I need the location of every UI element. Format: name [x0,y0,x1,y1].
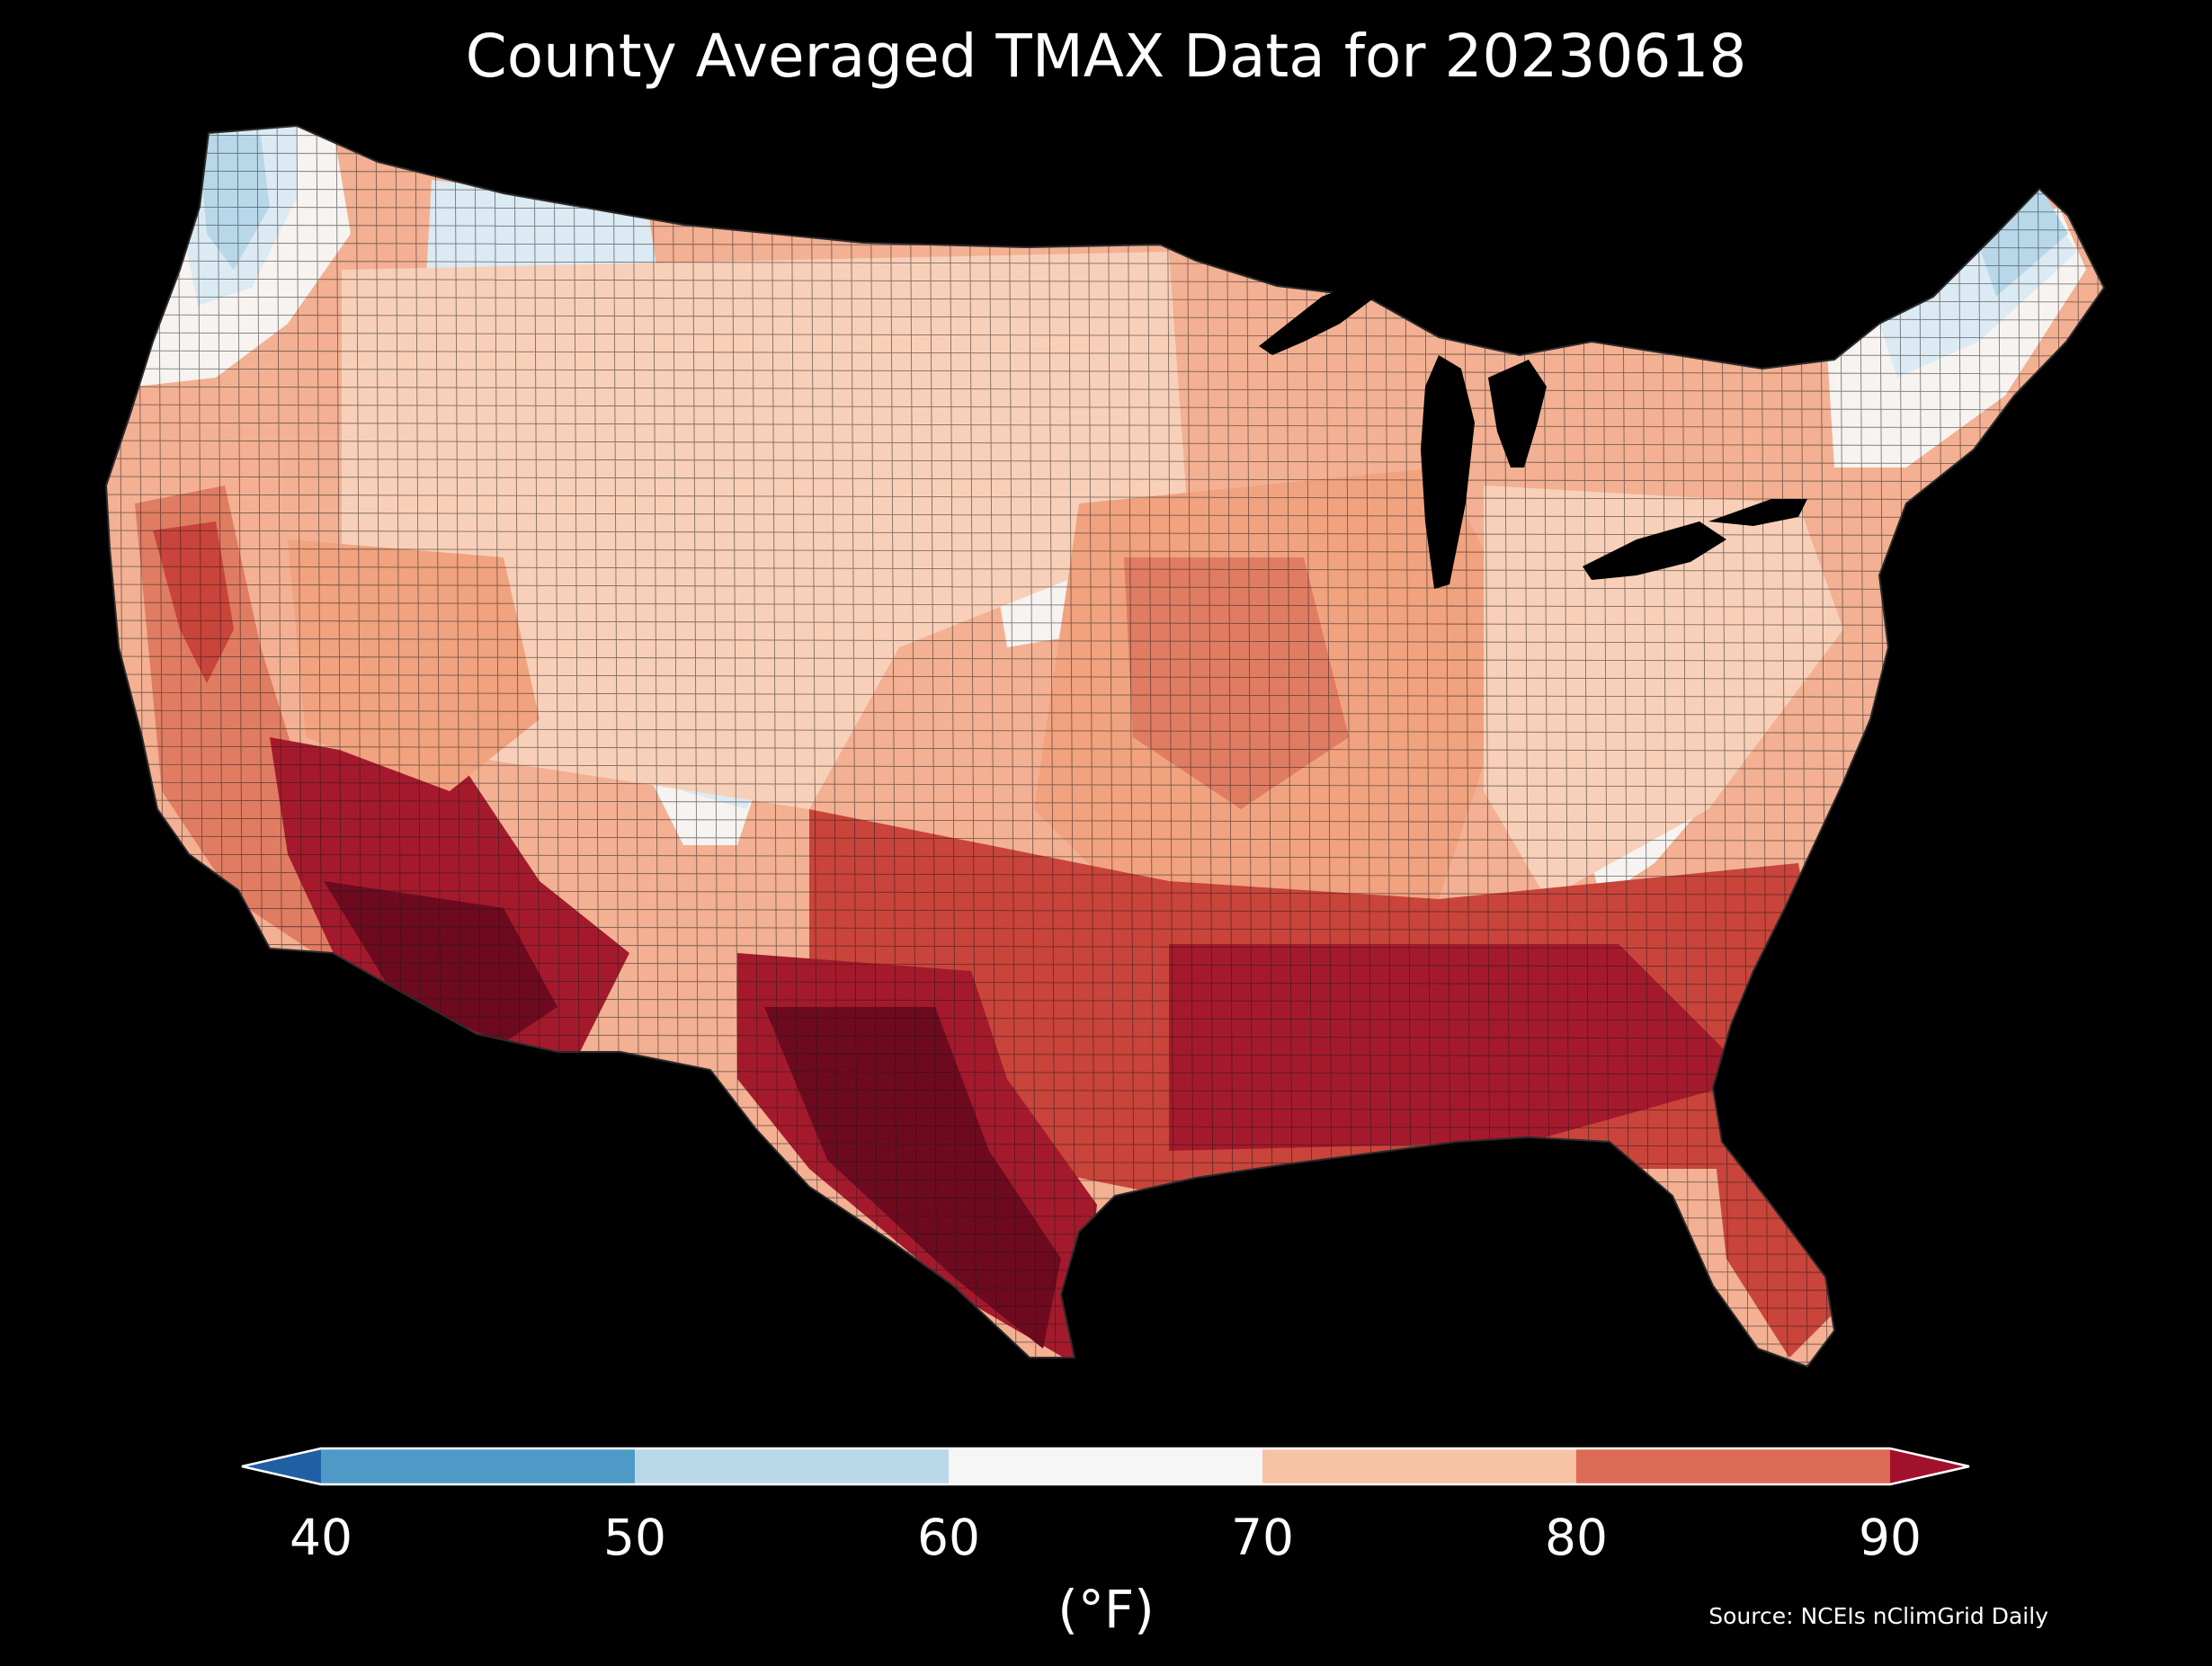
colorbar-tick-label: 80 [1545,1509,1608,1566]
colorbar-cell [635,1448,949,1484]
colorbar-tick-label: 60 [917,1509,980,1566]
great-lakes [1259,279,1807,589]
colorbar-cell [949,1448,1262,1484]
map-title: County Averaged TMAX Data for 20230618 [465,22,1747,91]
colorbar-tick-label: 40 [290,1509,352,1566]
colorbar-tick-label: 90 [1859,1509,1922,1566]
temperature-region [198,135,270,270]
colorbar-extend-high [1890,1448,1969,1484]
colorbar-cell [321,1448,635,1484]
colorbar-tick-label: 70 [1231,1509,1294,1566]
temperature-region [764,1007,1061,1349]
colorbar-cell [1262,1448,1576,1484]
temperature-region [1124,557,1349,809]
colorbar-tick-label: 50 [603,1509,666,1566]
colorbar-outline [241,1447,1970,1486]
colorbar-unit-label: (°F) [1057,1579,1155,1640]
colorbar-extend-low [242,1448,321,1484]
colorbar-cells [241,1447,1970,1486]
source-credit: Source: NCEIs nClimGrid Daily [1708,1603,2048,1629]
colorbar-cell [1576,1448,1890,1484]
temperature-region [342,252,1187,809]
temperature-region [288,539,540,791]
